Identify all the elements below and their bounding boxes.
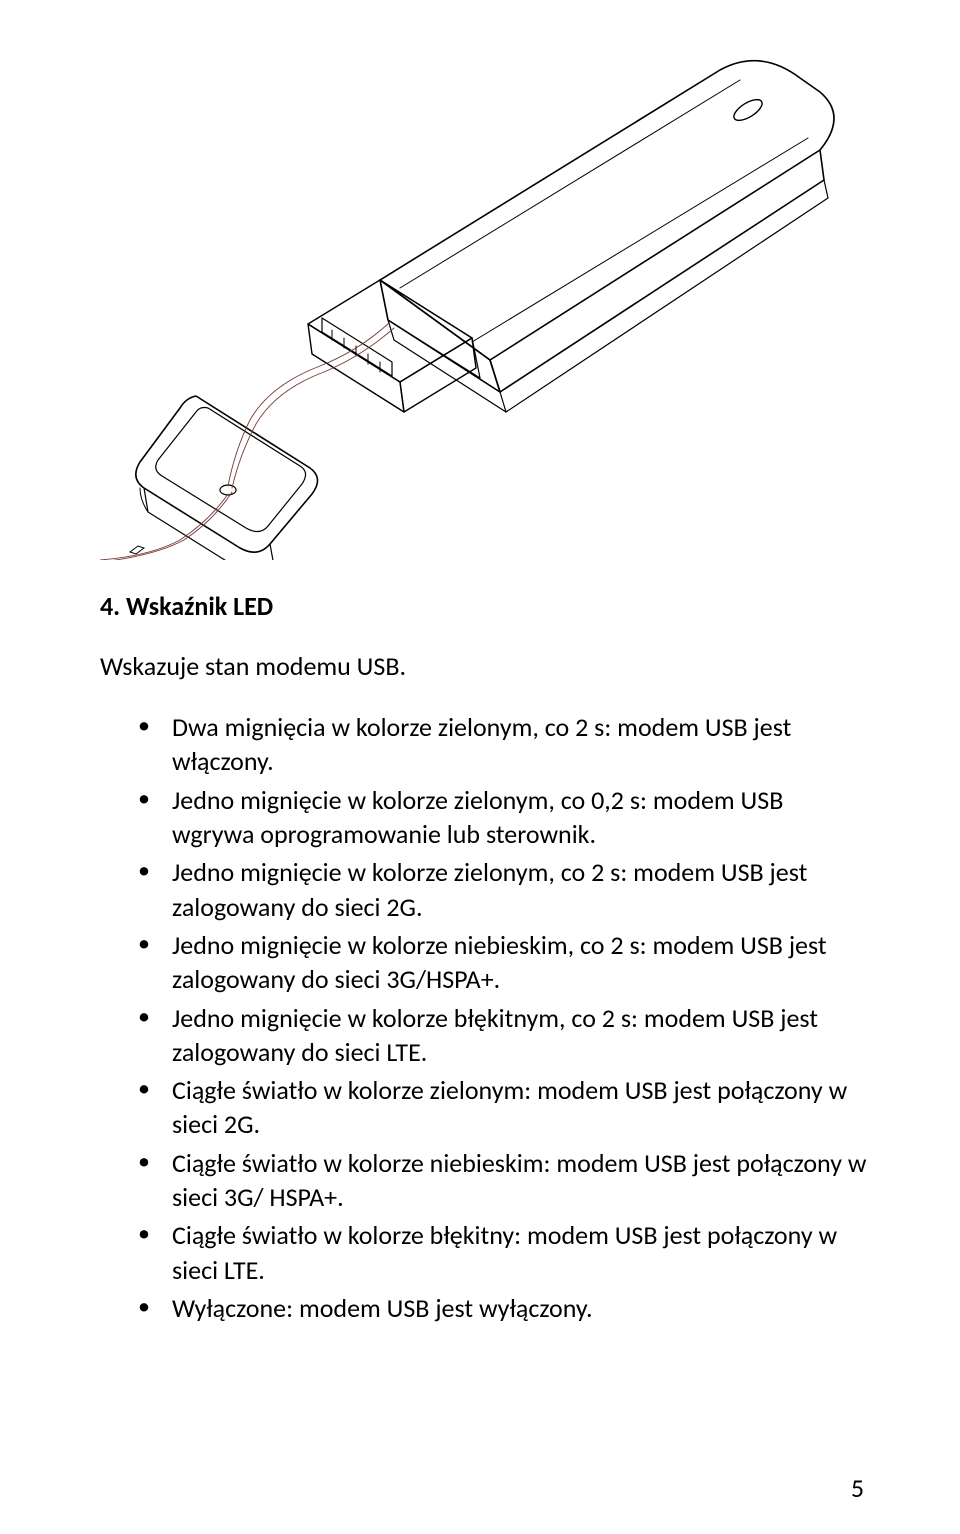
list-item: Wyłączone: modem USB jest wyłączony. <box>148 1291 870 1325</box>
usb-modem-illustration <box>100 20 860 560</box>
list-item: Ciągłe światło w kolorze niebieskim: mod… <box>148 1146 870 1215</box>
section-heading: 4. Wskaźnik LED <box>100 590 870 622</box>
led-status-list: Dwa mignięcia w kolorze zielonym, co 2 s… <box>100 710 870 1325</box>
section-intro: Wskazuje stan modemu USB. <box>100 650 870 682</box>
list-item: Ciągłe światło w kolorze zielonym: modem… <box>148 1073 870 1142</box>
page-number: 5 <box>851 1472 864 1504</box>
list-item: Jedno mignięcie w kolorze zielonym, co 0… <box>148 783 870 852</box>
list-item: Jedno mignięcie w kolorze błękitnym, co … <box>148 1001 870 1070</box>
list-item: Dwa mignięcia w kolorze zielonym, co 2 s… <box>148 710 870 779</box>
list-item: Ciągłe światło w kolorze błękitny: modem… <box>148 1218 870 1287</box>
list-item: Jedno mignięcie w kolorze zielonym, co 2… <box>148 855 870 924</box>
list-item: Jedno mignięcie w kolorze niebieskim, co… <box>148 928 870 997</box>
